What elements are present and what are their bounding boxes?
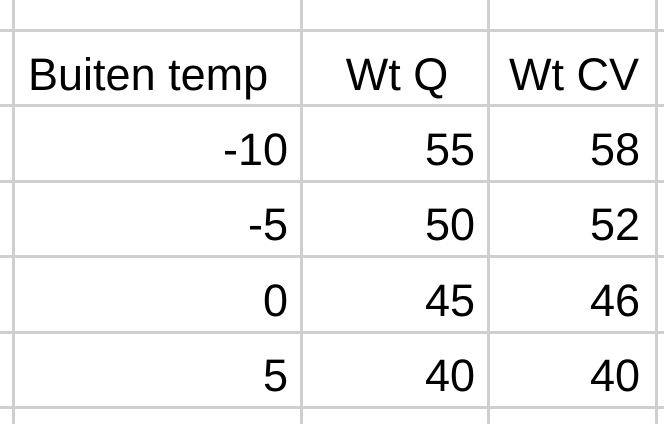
- cell-wt-cv[interactable]: 40: [589, 350, 640, 401]
- cell-buiten-temp[interactable]: -10: [222, 124, 288, 175]
- cell-wt-cv[interactable]: 58: [589, 124, 640, 175]
- cell-buiten-temp[interactable]: -5: [247, 199, 288, 250]
- row-border: [0, 180, 664, 183]
- cell-wt-q[interactable]: 45: [424, 275, 475, 326]
- column-border: [300, 0, 303, 424]
- row-border: [0, 255, 664, 258]
- header-cell-buiten-temp[interactable]: Buiten temp: [28, 49, 269, 100]
- header-cell-wt-cv[interactable]: Wt CV: [509, 49, 639, 100]
- cell-wt-q[interactable]: 50: [424, 199, 475, 250]
- column-border: [487, 0, 490, 424]
- cell-wt-cv[interactable]: 46: [589, 275, 640, 326]
- row-border: [0, 29, 664, 32]
- column-border: [655, 0, 658, 424]
- row-border: [0, 406, 664, 409]
- column-border: [12, 0, 15, 424]
- cell-wt-q[interactable]: 55: [424, 124, 475, 175]
- cell-wt-q[interactable]: 40: [424, 350, 475, 401]
- cell-wt-cv[interactable]: 52: [589, 199, 640, 250]
- header-cell-wt-q[interactable]: Wt Q: [345, 49, 449, 100]
- cell-buiten-temp[interactable]: 0: [262, 275, 288, 326]
- cell-buiten-temp[interactable]: 5: [262, 350, 288, 401]
- row-border: [0, 104, 664, 107]
- row-border: [0, 331, 664, 334]
